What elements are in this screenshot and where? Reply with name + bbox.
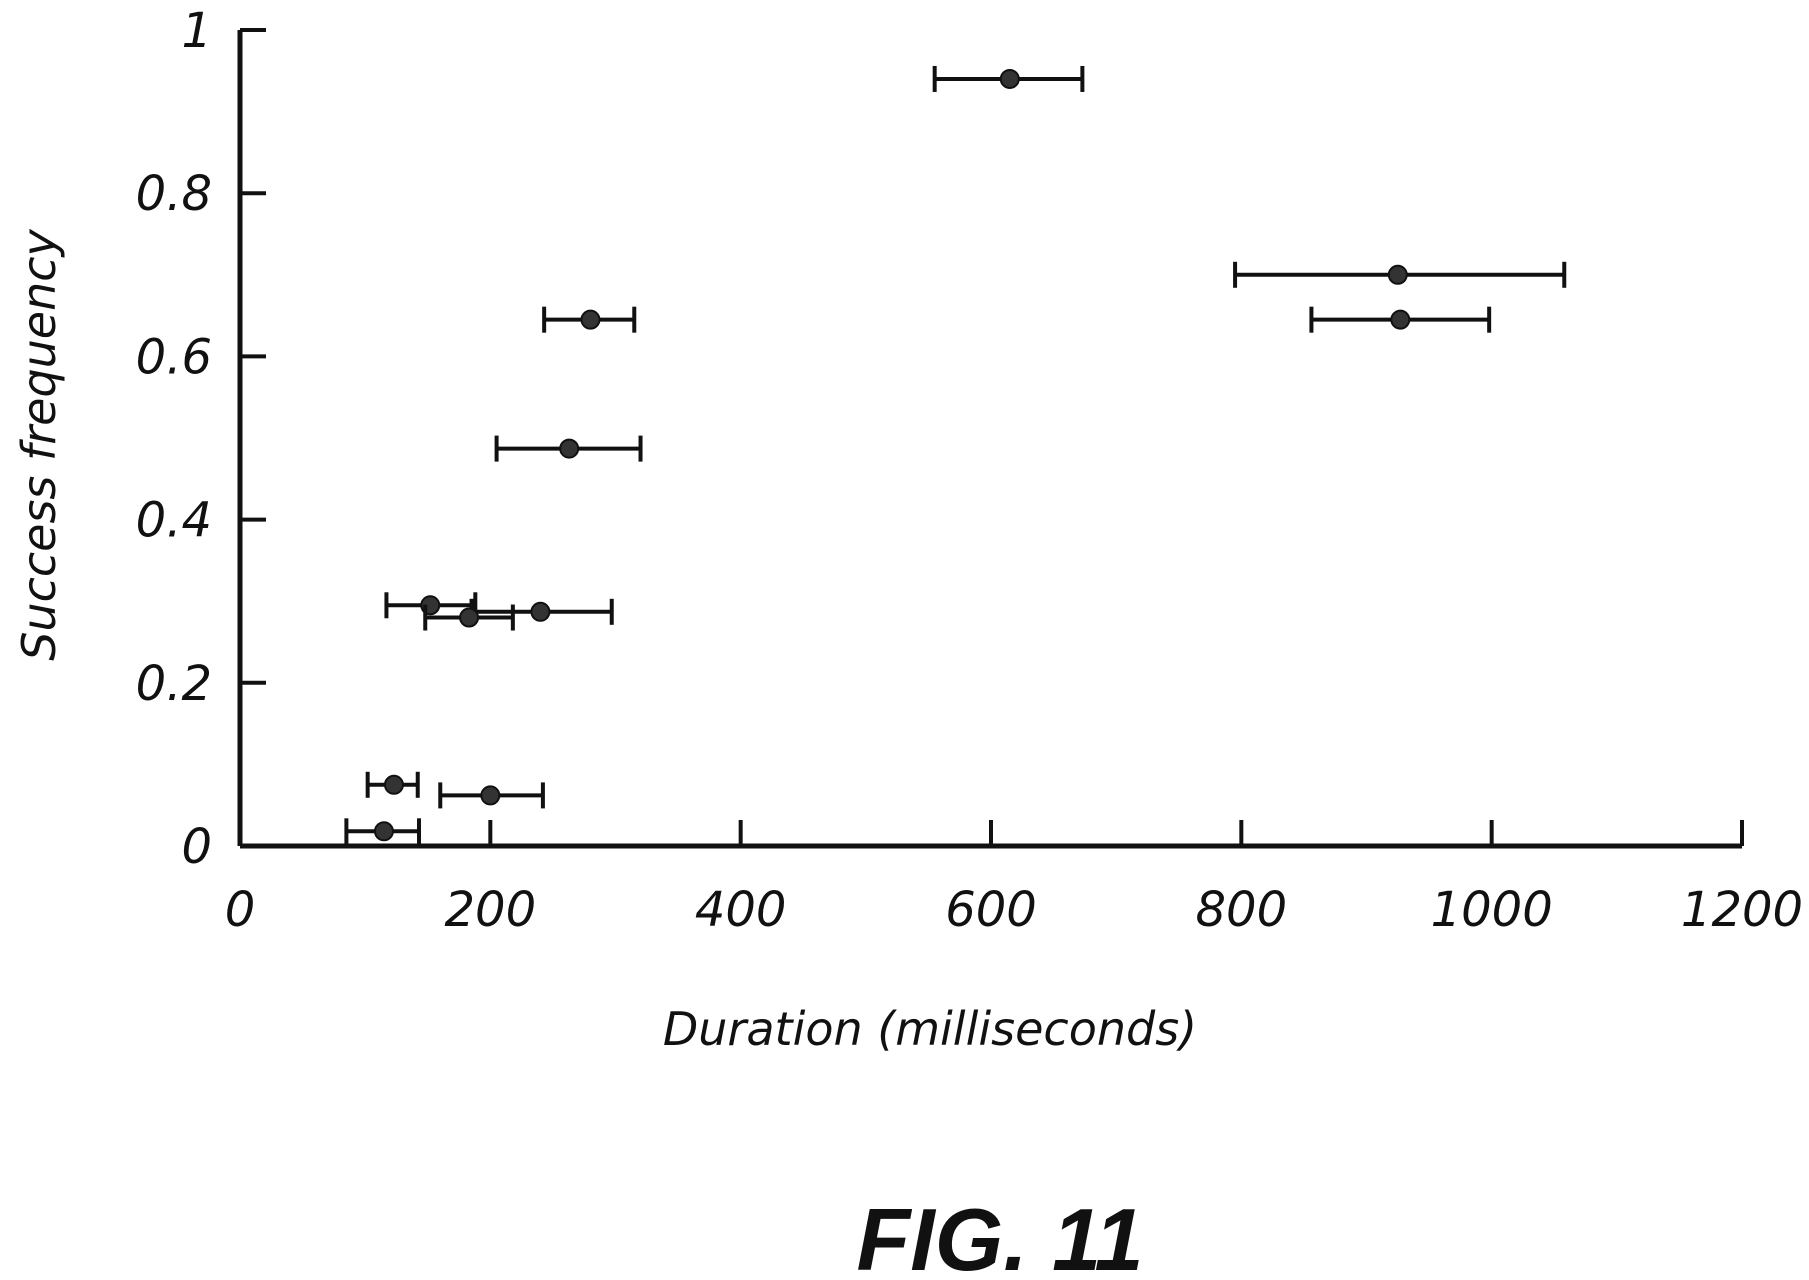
data-point-group: [932, 65, 1085, 92]
data-point: [373, 821, 394, 842]
data-point: [999, 68, 1020, 89]
x-tick-label: 800: [1196, 882, 1288, 938]
x-tick-label: 600: [945, 882, 1037, 938]
data-point-group: [542, 306, 637, 333]
data-point: [530, 601, 551, 622]
data-point: [1390, 309, 1411, 330]
x-tick-label: 1000: [1431, 882, 1553, 938]
x-axis-title: Duration (milliseconds): [663, 1002, 1197, 1056]
data-point-group: [1233, 261, 1567, 288]
x-tick-label: 400: [695, 882, 787, 938]
data-point: [559, 438, 580, 459]
y-axis-title: Success frequency: [12, 228, 66, 660]
x-tick-label: 200: [445, 882, 537, 938]
y-tick-label: 0.2: [136, 656, 212, 712]
y-tick-label: 0: [181, 819, 212, 875]
y-tick-label: 1: [181, 3, 212, 59]
data-point-group: [344, 818, 421, 845]
data-point-group: [365, 771, 420, 798]
y-tick-label: 0.8: [136, 166, 212, 222]
data-point: [480, 785, 501, 806]
axes: 0 200 400 600 800 1000 1200 0 0.2 0.4 0.6 0.8 1: [136, 3, 1803, 938]
figure-caption: FIG. 11: [857, 1190, 1144, 1280]
data-point-group: [438, 782, 545, 809]
data-point-group: [494, 435, 643, 462]
data-point: [383, 774, 404, 795]
data-points: [344, 65, 1567, 845]
data-point: [459, 607, 480, 628]
x-tick-label: 1200: [1681, 882, 1803, 938]
data-point-group: [423, 604, 515, 631]
data-point-group: [1309, 306, 1492, 333]
data-point-group: [469, 598, 614, 625]
data-point: [580, 309, 601, 330]
y-tick-label: 0.4: [136, 493, 212, 549]
y-tick-label: 0.6: [136, 329, 212, 385]
x-tick-label: 0: [225, 882, 256, 938]
data-point: [1387, 264, 1408, 285]
